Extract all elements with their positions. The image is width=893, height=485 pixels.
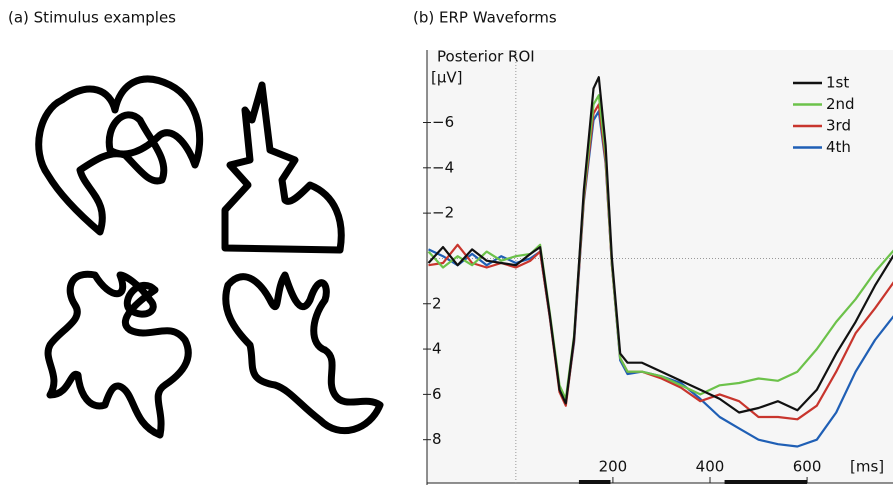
stimulus-shape (44, 270, 192, 439)
y-tick-label: 2 (432, 294, 442, 312)
x-axis-label: [ms] (850, 458, 884, 476)
y-tick-label: −6 (432, 113, 454, 131)
panel-a-title: (a) Stimulus examples (8, 9, 176, 27)
stimulus-shape (35, 75, 204, 236)
y-tick-label: −4 (432, 158, 454, 176)
stimulus-shape (222, 271, 384, 435)
stimulus-shape (221, 81, 345, 254)
waveform (427, 76, 893, 414)
y-axis-label: [μV] (431, 69, 463, 87)
plot-area (427, 50, 893, 483)
x-tick-label: 600 (793, 458, 822, 476)
x-tick-label: 200 (599, 458, 628, 476)
legend-label: 3rd (826, 117, 851, 135)
time-window (724, 480, 808, 484)
y-tick-label: 6 (432, 385, 442, 403)
chart-title: (b) ERP Waveforms (413, 9, 557, 27)
y-tick-label: 8 (432, 430, 442, 448)
legend-label: 4th (826, 138, 851, 156)
y-tick-label: −2 (432, 204, 454, 222)
stimuli (35, 75, 384, 439)
time-window (578, 480, 611, 484)
legend-label: 2nd (826, 95, 855, 113)
y-tick-label: 4 (432, 340, 442, 358)
legend-label: 1st (826, 74, 849, 92)
subtitle: Posterior ROI (437, 48, 535, 66)
x-tick-label: 400 (696, 458, 725, 476)
